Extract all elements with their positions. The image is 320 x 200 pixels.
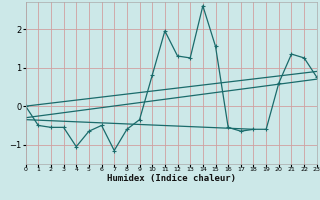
X-axis label: Humidex (Indice chaleur): Humidex (Indice chaleur): [107, 174, 236, 183]
